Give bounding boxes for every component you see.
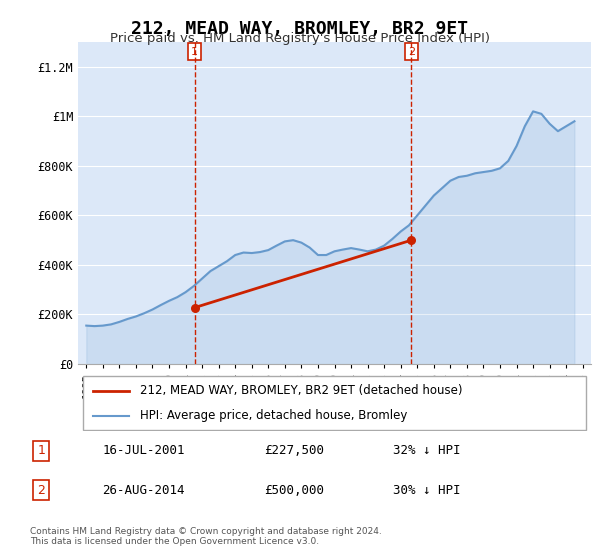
Text: Price paid vs. HM Land Registry's House Price Index (HPI): Price paid vs. HM Land Registry's House … xyxy=(110,32,490,45)
Text: 26-AUG-2014: 26-AUG-2014 xyxy=(103,484,185,497)
Point xyxy=(407,236,416,245)
Text: HPI: Average price, detached house, Bromley: HPI: Average price, detached house, Brom… xyxy=(140,409,407,422)
Text: 32% ↓ HPI: 32% ↓ HPI xyxy=(392,445,460,458)
Text: 30% ↓ HPI: 30% ↓ HPI xyxy=(392,484,460,497)
Text: 2: 2 xyxy=(37,484,45,497)
Text: 2: 2 xyxy=(408,46,415,57)
FancyBboxPatch shape xyxy=(83,376,586,430)
Text: 1: 1 xyxy=(37,445,45,458)
Text: Contains HM Land Registry data © Crown copyright and database right 2024.
This d: Contains HM Land Registry data © Crown c… xyxy=(30,526,382,546)
Text: £227,500: £227,500 xyxy=(265,445,325,458)
Text: £500,000: £500,000 xyxy=(265,484,325,497)
Text: 212, MEAD WAY, BROMLEY, BR2 9ET (detached house): 212, MEAD WAY, BROMLEY, BR2 9ET (detache… xyxy=(140,384,462,398)
Text: 1: 1 xyxy=(191,46,198,57)
Point xyxy=(190,303,199,312)
Text: 16-JUL-2001: 16-JUL-2001 xyxy=(103,445,185,458)
Text: 212, MEAD WAY, BROMLEY, BR2 9ET: 212, MEAD WAY, BROMLEY, BR2 9ET xyxy=(131,20,469,38)
